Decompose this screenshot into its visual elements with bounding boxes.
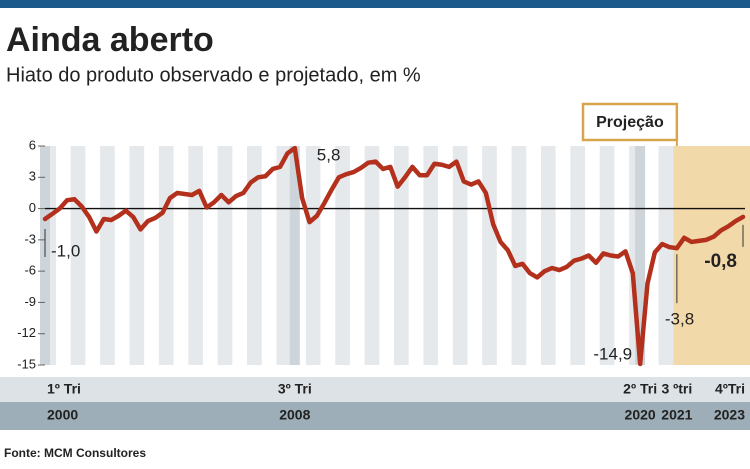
- annotation: Projeção: [596, 114, 664, 131]
- year-stripe: [100, 146, 115, 365]
- value-label: 5,8: [317, 145, 341, 164]
- value-label: -1,0: [51, 241, 80, 260]
- year-stripe: [394, 146, 409, 365]
- x-tick-label: 3º Tri: [278, 381, 312, 397]
- year-stripe: [129, 146, 145, 365]
- y-tick-label: 0: [29, 200, 36, 215]
- chart-title: Ainda aberto: [6, 21, 214, 59]
- year-label: 2000: [47, 407, 78, 423]
- year-stripe: [158, 146, 174, 365]
- year-label: 2021: [661, 407, 692, 423]
- value-label: -14,9: [593, 344, 632, 363]
- year-row: [0, 402, 750, 430]
- year-stripe: [452, 146, 468, 365]
- y-tick-label: -9: [24, 294, 36, 309]
- source: Fonte: MCM Consultores: [4, 446, 146, 460]
- year-stripe: [540, 146, 556, 365]
- annotation-box: [581, 102, 679, 142]
- year-stripe: [511, 146, 527, 365]
- x-tick-label: 2º Tri: [623, 381, 657, 397]
- projection-area: [673, 146, 750, 365]
- year-label: 2020: [625, 407, 656, 423]
- year-label: 2008: [279, 407, 310, 423]
- top-bar: [0, 0, 750, 8]
- x-tick-label: 1º Tri: [47, 381, 81, 397]
- x-tick-label: 4ºTri: [715, 381, 745, 397]
- year-stripe: [335, 146, 350, 365]
- year-stripe: [570, 146, 586, 365]
- y-tick-label: -6: [24, 263, 36, 278]
- year-stripe: [217, 146, 233, 365]
- x-tick-label: 3 ºtri: [661, 381, 692, 397]
- year-stripe: [658, 146, 674, 365]
- year-stripe: [276, 146, 292, 365]
- year-stripe: [364, 146, 380, 365]
- quarter-row: [0, 377, 750, 402]
- year-stripe: [305, 146, 321, 365]
- highlight-stripe: [635, 146, 646, 365]
- year-stripe: [188, 146, 203, 365]
- y-tick-label: -15: [17, 356, 36, 371]
- y-tick-label: 3: [29, 169, 36, 184]
- value-label: -3,8: [665, 309, 694, 328]
- year-stripe: [423, 146, 439, 365]
- y-tick-label: -3: [24, 231, 36, 246]
- year-label: 2023: [714, 407, 745, 423]
- highlight-stripe: [289, 146, 300, 365]
- year-stripe: [247, 146, 262, 365]
- data-line: [42, 145, 746, 367]
- y-tick-label: -12: [17, 325, 36, 340]
- value-label: -0,8: [704, 251, 737, 272]
- chart-subtitle: Hiato do produto observado e projetado, …: [6, 64, 421, 86]
- y-tick-label: 6: [29, 137, 36, 152]
- year-stripe: [482, 146, 497, 365]
